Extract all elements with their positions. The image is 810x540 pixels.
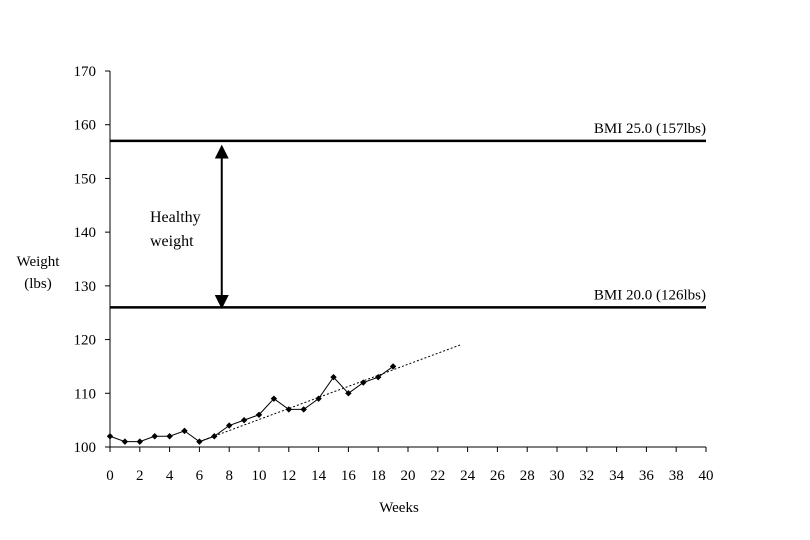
data-point [136,438,143,445]
x-tick-label: 22 [430,468,445,484]
x-tick-label: 4 [166,468,174,484]
y-axis-title: Weight [17,254,61,270]
data-point [345,390,352,397]
x-tick-label: 0 [106,468,114,484]
data-point [166,433,173,440]
data-point [375,373,382,381]
x-tick-label: 30 [550,468,565,484]
x-tick-label: 16 [341,468,357,484]
x-tick-label: 24 [460,468,476,484]
x-tick-label: 6 [196,468,204,484]
data-point [270,395,278,402]
y-tick-label: 120 [74,333,97,349]
series-group [106,363,397,445]
data-point [211,433,218,440]
annotation-group: Healthy weight [150,144,229,309]
healthy-weight-label: Healthy [150,209,201,226]
y-tick-label: 130 [74,279,97,295]
trendline [199,344,461,443]
data-point [360,379,367,386]
x-tick-label: 26 [490,468,506,484]
x-axis-title: Weeks [379,500,419,516]
x-tick-label: 2 [136,468,144,484]
x-tick-label: 12 [281,468,296,484]
data-point [226,422,233,429]
y-axis-title: (lbs) [24,276,52,292]
bmi-reference-label: BMI 25.0 (157lbs) [594,121,706,137]
data-point [151,433,158,440]
x-tick-label: 28 [520,468,535,484]
data-point [300,406,307,413]
data-point [315,395,322,402]
y-tick-label: 110 [74,386,96,402]
bmi-reference-label: BMI 20.0 (126lbs) [594,287,706,303]
x-tick-label: 38 [669,468,684,484]
data-point [285,406,292,413]
trendline-group [199,344,461,443]
x-tick-label: 34 [609,468,625,484]
y-tick-label: 160 [74,118,97,134]
data-point [389,363,397,370]
data-point [181,427,188,435]
reference-lines: BMI 25.0 (157lbs) BMI 20.0 (126lbs) [110,121,706,309]
data-point [330,373,337,381]
y-tick-label: 150 [74,171,97,187]
data-point [121,438,129,445]
data-point [106,433,114,440]
data-point [255,411,263,418]
x-tick-label: 18 [371,468,386,484]
data-point [196,438,203,445]
healthy-weight-label: weight [150,233,194,250]
x-tick-label: 14 [311,468,327,484]
data-point [240,416,248,424]
x-tick-label: 32 [579,468,594,484]
x-tick-label: 40 [699,468,714,484]
y-tick-label: 170 [74,64,97,80]
x-tick-label: 10 [252,468,267,484]
series-line [109,366,394,443]
x-tick-label: 36 [639,468,655,484]
x-tick-label: 8 [225,468,233,484]
y-tick-label: 140 [74,225,97,241]
axis-labels: Weeks Weight (lbs) [17,254,419,516]
y-tick-label: 100 [74,440,97,456]
x-tick-label: 20 [401,468,416,484]
